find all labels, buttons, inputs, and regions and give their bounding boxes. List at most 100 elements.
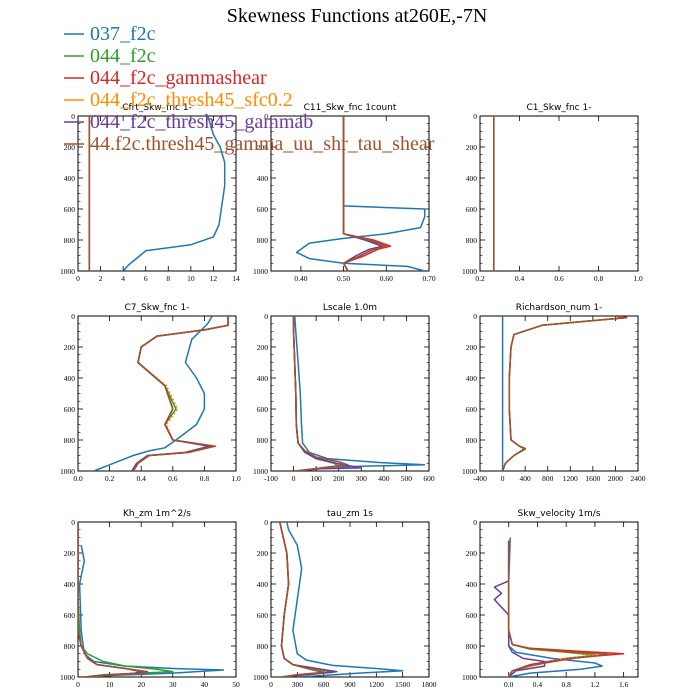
series-line-5	[279, 522, 338, 677]
y-tick-label: 600	[64, 205, 76, 214]
panel-frame	[479, 315, 639, 472]
y-tick-label: 0	[264, 112, 268, 121]
panel-title: Lscale 1.0m	[323, 303, 377, 313]
x-tick-label: 0	[269, 680, 273, 689]
x-tick-label: 1.2	[590, 680, 600, 689]
series-line-1	[93, 316, 213, 471]
x-tick-label: 1.6	[619, 680, 629, 689]
legend-entry: 44.f2c.thresh45_gamma_uu_shr_tau_shear	[90, 133, 435, 155]
x-tick-label: 600	[318, 680, 330, 689]
series-line-6	[132, 316, 229, 471]
y-tick-label: 600	[64, 405, 76, 414]
x-tick-label: 8	[166, 274, 170, 283]
y-tick-label: 1000	[60, 467, 75, 476]
y-tick-label: 800	[257, 436, 269, 445]
panel-frame	[479, 115, 639, 272]
x-tick-label: 0	[76, 274, 80, 283]
x-tick-label: 12	[210, 274, 218, 283]
x-tick-label: 1800	[422, 680, 437, 689]
panel-frame	[270, 521, 430, 678]
y-tick-label: 800	[257, 642, 269, 651]
x-tick-label: -100	[264, 474, 278, 483]
y-tick-label: 600	[257, 405, 269, 414]
y-tick-label: 1000	[462, 267, 477, 276]
y-tick-label: 1000	[253, 467, 268, 476]
series-line-6	[342, 116, 388, 271]
series-line-4	[132, 316, 229, 471]
y-tick-label: 0	[473, 312, 477, 321]
x-tick-label: 40	[201, 680, 209, 689]
y-tick-label: 800	[64, 236, 76, 245]
x-tick-label: 400	[520, 474, 532, 483]
panel-5: Lscale 1.0m 0 200 400 600 800 1000-100 0 100 200 3…	[253, 303, 435, 483]
x-tick-label: 0.40	[294, 274, 307, 283]
x-tick-label: 4	[121, 274, 125, 283]
legend-entry: 037_f2c	[90, 23, 156, 45]
x-tick-label: 800	[542, 474, 554, 483]
series-line-5	[292, 316, 363, 471]
x-tick-label: 0.50	[337, 274, 350, 283]
x-tick-label: 2400	[631, 474, 646, 483]
x-tick-label: 6	[144, 274, 148, 283]
legend-entry: 044_f2c_thresh45_gammab	[90, 111, 313, 133]
series-line-6	[292, 316, 347, 471]
x-tick-label: 300	[292, 680, 304, 689]
x-tick-label: 0	[292, 474, 296, 483]
series-line-3	[132, 316, 229, 471]
x-tick-label: 600	[423, 474, 435, 483]
y-tick-label: 800	[466, 236, 478, 245]
panel-title: C1_Skw_fnc 1-	[527, 103, 592, 113]
x-tick-label: 1.0	[231, 474, 241, 483]
y-tick-label: 0	[473, 518, 477, 527]
x-tick-label: 0.2	[475, 274, 485, 283]
series-line-6	[279, 522, 325, 677]
y-tick-label: 800	[64, 436, 76, 445]
y-tick-label: 600	[466, 405, 478, 414]
y-tick-label: 1000	[60, 673, 75, 682]
x-tick-label: 10	[187, 274, 195, 283]
panel-frame	[77, 315, 237, 472]
y-tick-label: 400	[257, 174, 269, 183]
x-tick-label: 0.8	[561, 680, 571, 689]
x-tick-label: 2000	[608, 474, 623, 483]
x-tick-label: 0.8	[594, 274, 604, 283]
y-tick-label: 800	[466, 436, 478, 445]
x-tick-label: 0.4	[137, 474, 147, 483]
y-tick-label: 1000	[253, 267, 268, 276]
y-tick-label: 600	[257, 205, 269, 214]
y-tick-label: 400	[64, 174, 76, 183]
x-tick-label: 0.60	[380, 274, 393, 283]
x-tick-label: 10	[106, 680, 114, 689]
legend-entry: 044_f2c_gammashear	[90, 67, 267, 89]
x-tick-label: 300	[356, 474, 368, 483]
x-tick-label: 50	[232, 680, 240, 689]
panel-frame	[77, 521, 237, 678]
series-line-2	[501, 316, 628, 471]
series-line-5	[131, 316, 229, 471]
x-tick-label: 0	[76, 680, 80, 689]
x-tick-label: 30	[169, 680, 177, 689]
series-line-2	[78, 522, 174, 677]
x-tick-label: 0.70	[422, 274, 435, 283]
y-tick-label: 800	[466, 642, 478, 651]
x-tick-label: 400	[378, 474, 390, 483]
x-tick-label: 500	[401, 474, 413, 483]
panel-title: C7_Skw_fnc 1-	[125, 303, 190, 313]
x-tick-label: 1200	[563, 474, 578, 483]
x-tick-label: 2	[99, 274, 103, 283]
x-tick-label: 1200	[369, 680, 384, 689]
y-tick-label: 800	[257, 236, 269, 245]
x-tick-label: 0.8	[200, 474, 210, 483]
y-tick-label: 400	[466, 580, 478, 589]
x-tick-label: -400	[473, 474, 487, 483]
series-line-1	[293, 316, 426, 471]
y-tick-label: 400	[64, 374, 76, 383]
panel-title: Richardson_num 1-	[516, 303, 603, 313]
y-tick-label: 600	[64, 611, 76, 620]
legend: 037_f2c044_f2c044_f2c_gammashear044_f2c_…	[64, 23, 435, 155]
series-line-2	[132, 316, 229, 471]
